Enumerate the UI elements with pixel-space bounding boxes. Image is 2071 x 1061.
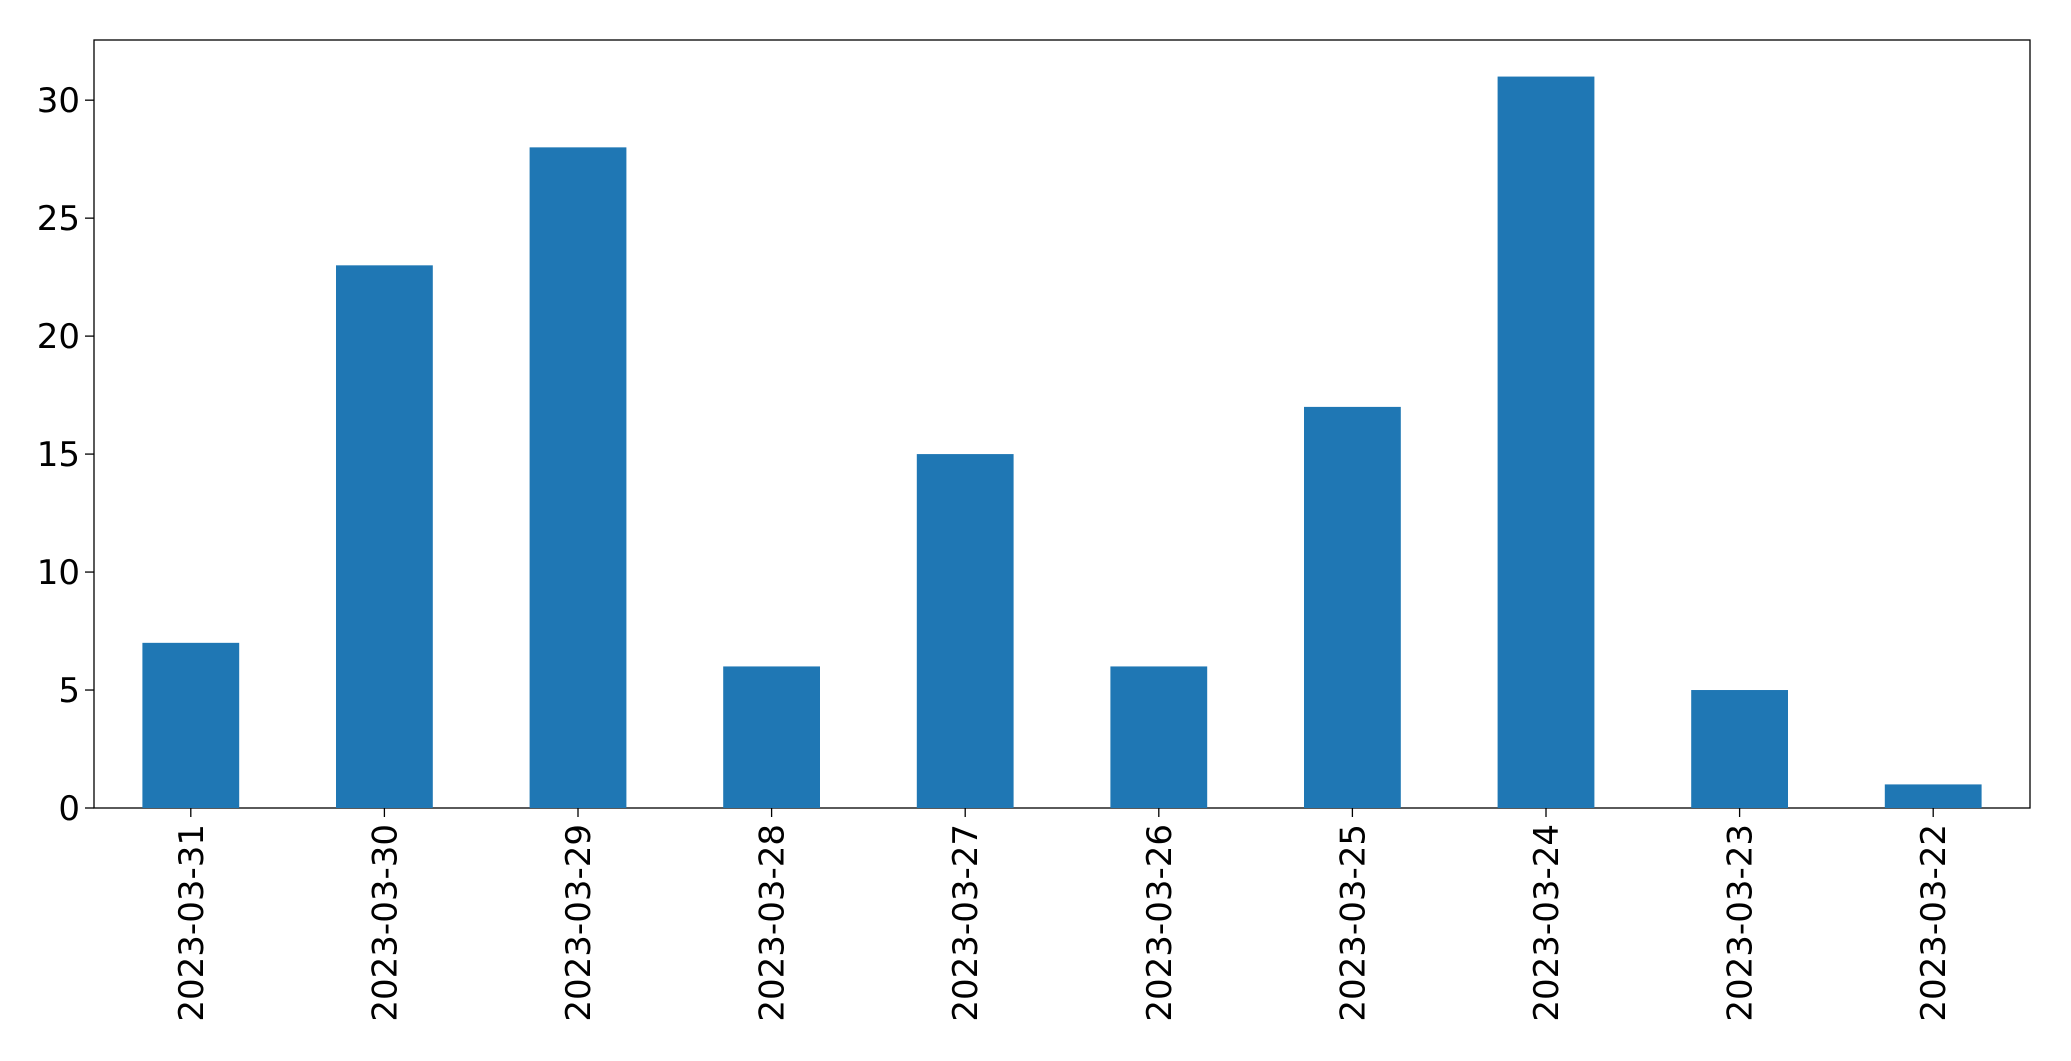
x-tick-label: 2023-03-30 <box>365 824 405 1022</box>
y-tick-label: 15 <box>37 435 80 475</box>
y-tick-label: 20 <box>37 317 80 357</box>
bar <box>723 666 820 808</box>
bar <box>142 642 240 808</box>
y-tick-label: 5 <box>58 671 80 711</box>
x-tick-label: 2023-03-27 <box>946 824 986 1022</box>
x-tick-label: 2023-03-22 <box>1914 824 1954 1022</box>
bar <box>1110 666 1208 808</box>
y-tick-label: 25 <box>37 199 80 239</box>
y-tick-label: 30 <box>37 81 80 121</box>
x-tick-label: 2023-03-25 <box>1333 824 1373 1022</box>
bar <box>529 147 627 808</box>
bar <box>1884 784 1982 808</box>
axes-frame <box>93 39 2031 809</box>
x-tick-label: 2023-03-26 <box>1140 824 1180 1022</box>
x-tick-label: 2023-03-23 <box>1721 824 1761 1022</box>
bar <box>916 454 1014 808</box>
y-tick-label: 0 <box>58 789 80 829</box>
x-tick-label: 2023-03-24 <box>1527 824 1567 1022</box>
x-tick-label: 2023-03-29 <box>559 824 599 1022</box>
x-tick-label: 2023-03-31 <box>172 824 212 1022</box>
x-tick-label: 2023-03-28 <box>753 824 793 1022</box>
bar <box>1304 406 1401 808</box>
bar <box>336 265 433 809</box>
bar <box>1497 76 1595 809</box>
y-tick-label: 10 <box>37 553 80 593</box>
bar <box>1691 690 1788 808</box>
